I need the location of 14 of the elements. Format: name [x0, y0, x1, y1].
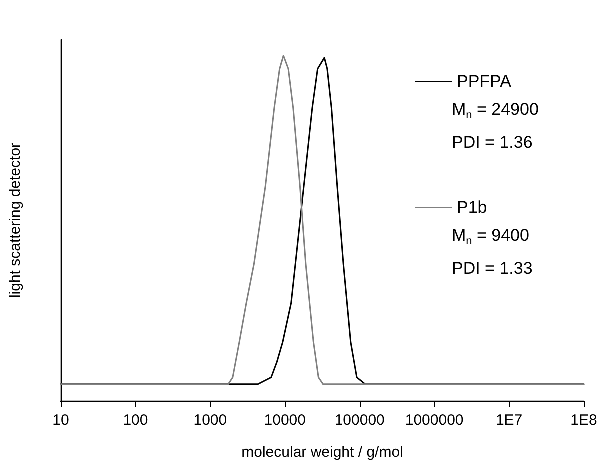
x-tick-label: 10 [52, 412, 70, 429]
x-tick-label: 100000 [334, 412, 385, 429]
x-tick-label: 1E7 [496, 412, 523, 429]
x-tick-label: 1E8 [570, 412, 598, 429]
x-axis-title: molecular weight / g/mol [242, 444, 404, 461]
annotation: PDI = 1.33 [452, 259, 533, 278]
legend-label: PPFPA [457, 72, 512, 91]
x-tick-label: 100 [123, 412, 148, 429]
x-tick-label: 10000 [264, 412, 306, 429]
y-axis-title: light scattering detector [7, 142, 24, 298]
legend-label: P1b [457, 198, 488, 217]
x-tick-label: 1000 [194, 412, 228, 429]
x-tick-label: 1000000 [405, 412, 464, 429]
annotation: PDI = 1.36 [452, 133, 533, 152]
